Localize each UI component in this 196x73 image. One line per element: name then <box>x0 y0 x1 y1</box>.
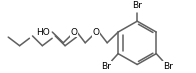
Text: Br: Br <box>163 62 173 71</box>
Text: O: O <box>71 28 78 36</box>
Text: O: O <box>93 28 100 36</box>
Text: HO: HO <box>37 28 50 36</box>
Text: Br: Br <box>132 1 142 10</box>
Text: Br: Br <box>102 62 111 71</box>
